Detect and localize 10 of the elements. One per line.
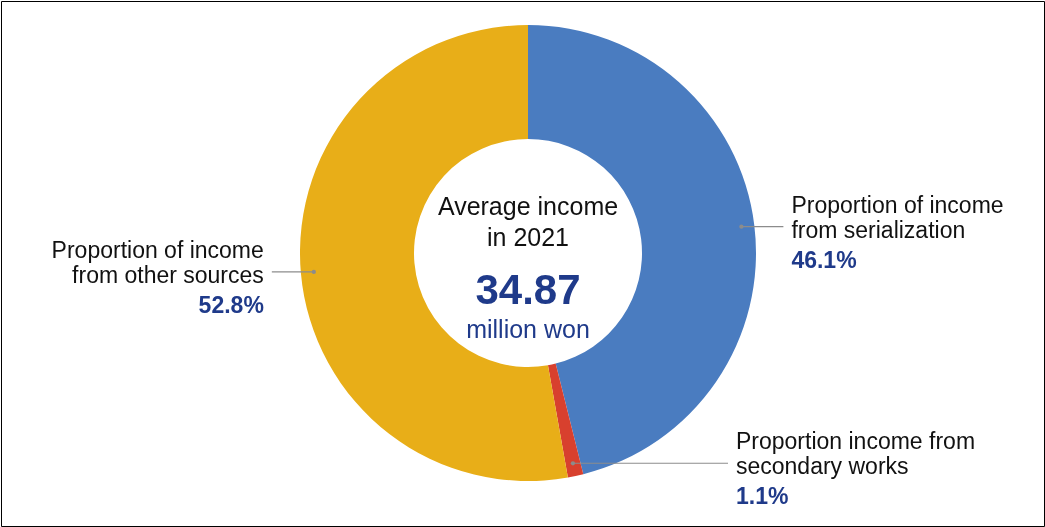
data-label: 1.1% xyxy=(736,483,789,510)
text: Average income in 2021 xyxy=(437,192,619,251)
data-label: 52.8% xyxy=(198,291,264,318)
slice-label: Proportion of income from serialization xyxy=(791,191,1004,243)
slice-label: Proportion income from secondary works xyxy=(736,428,976,480)
data-label: 46.1% xyxy=(791,246,857,273)
donut-slice xyxy=(547,363,584,478)
text: 34.87 xyxy=(475,266,581,313)
text: million won xyxy=(466,315,590,343)
slice-label: Proportion of income from other sources xyxy=(51,236,264,288)
